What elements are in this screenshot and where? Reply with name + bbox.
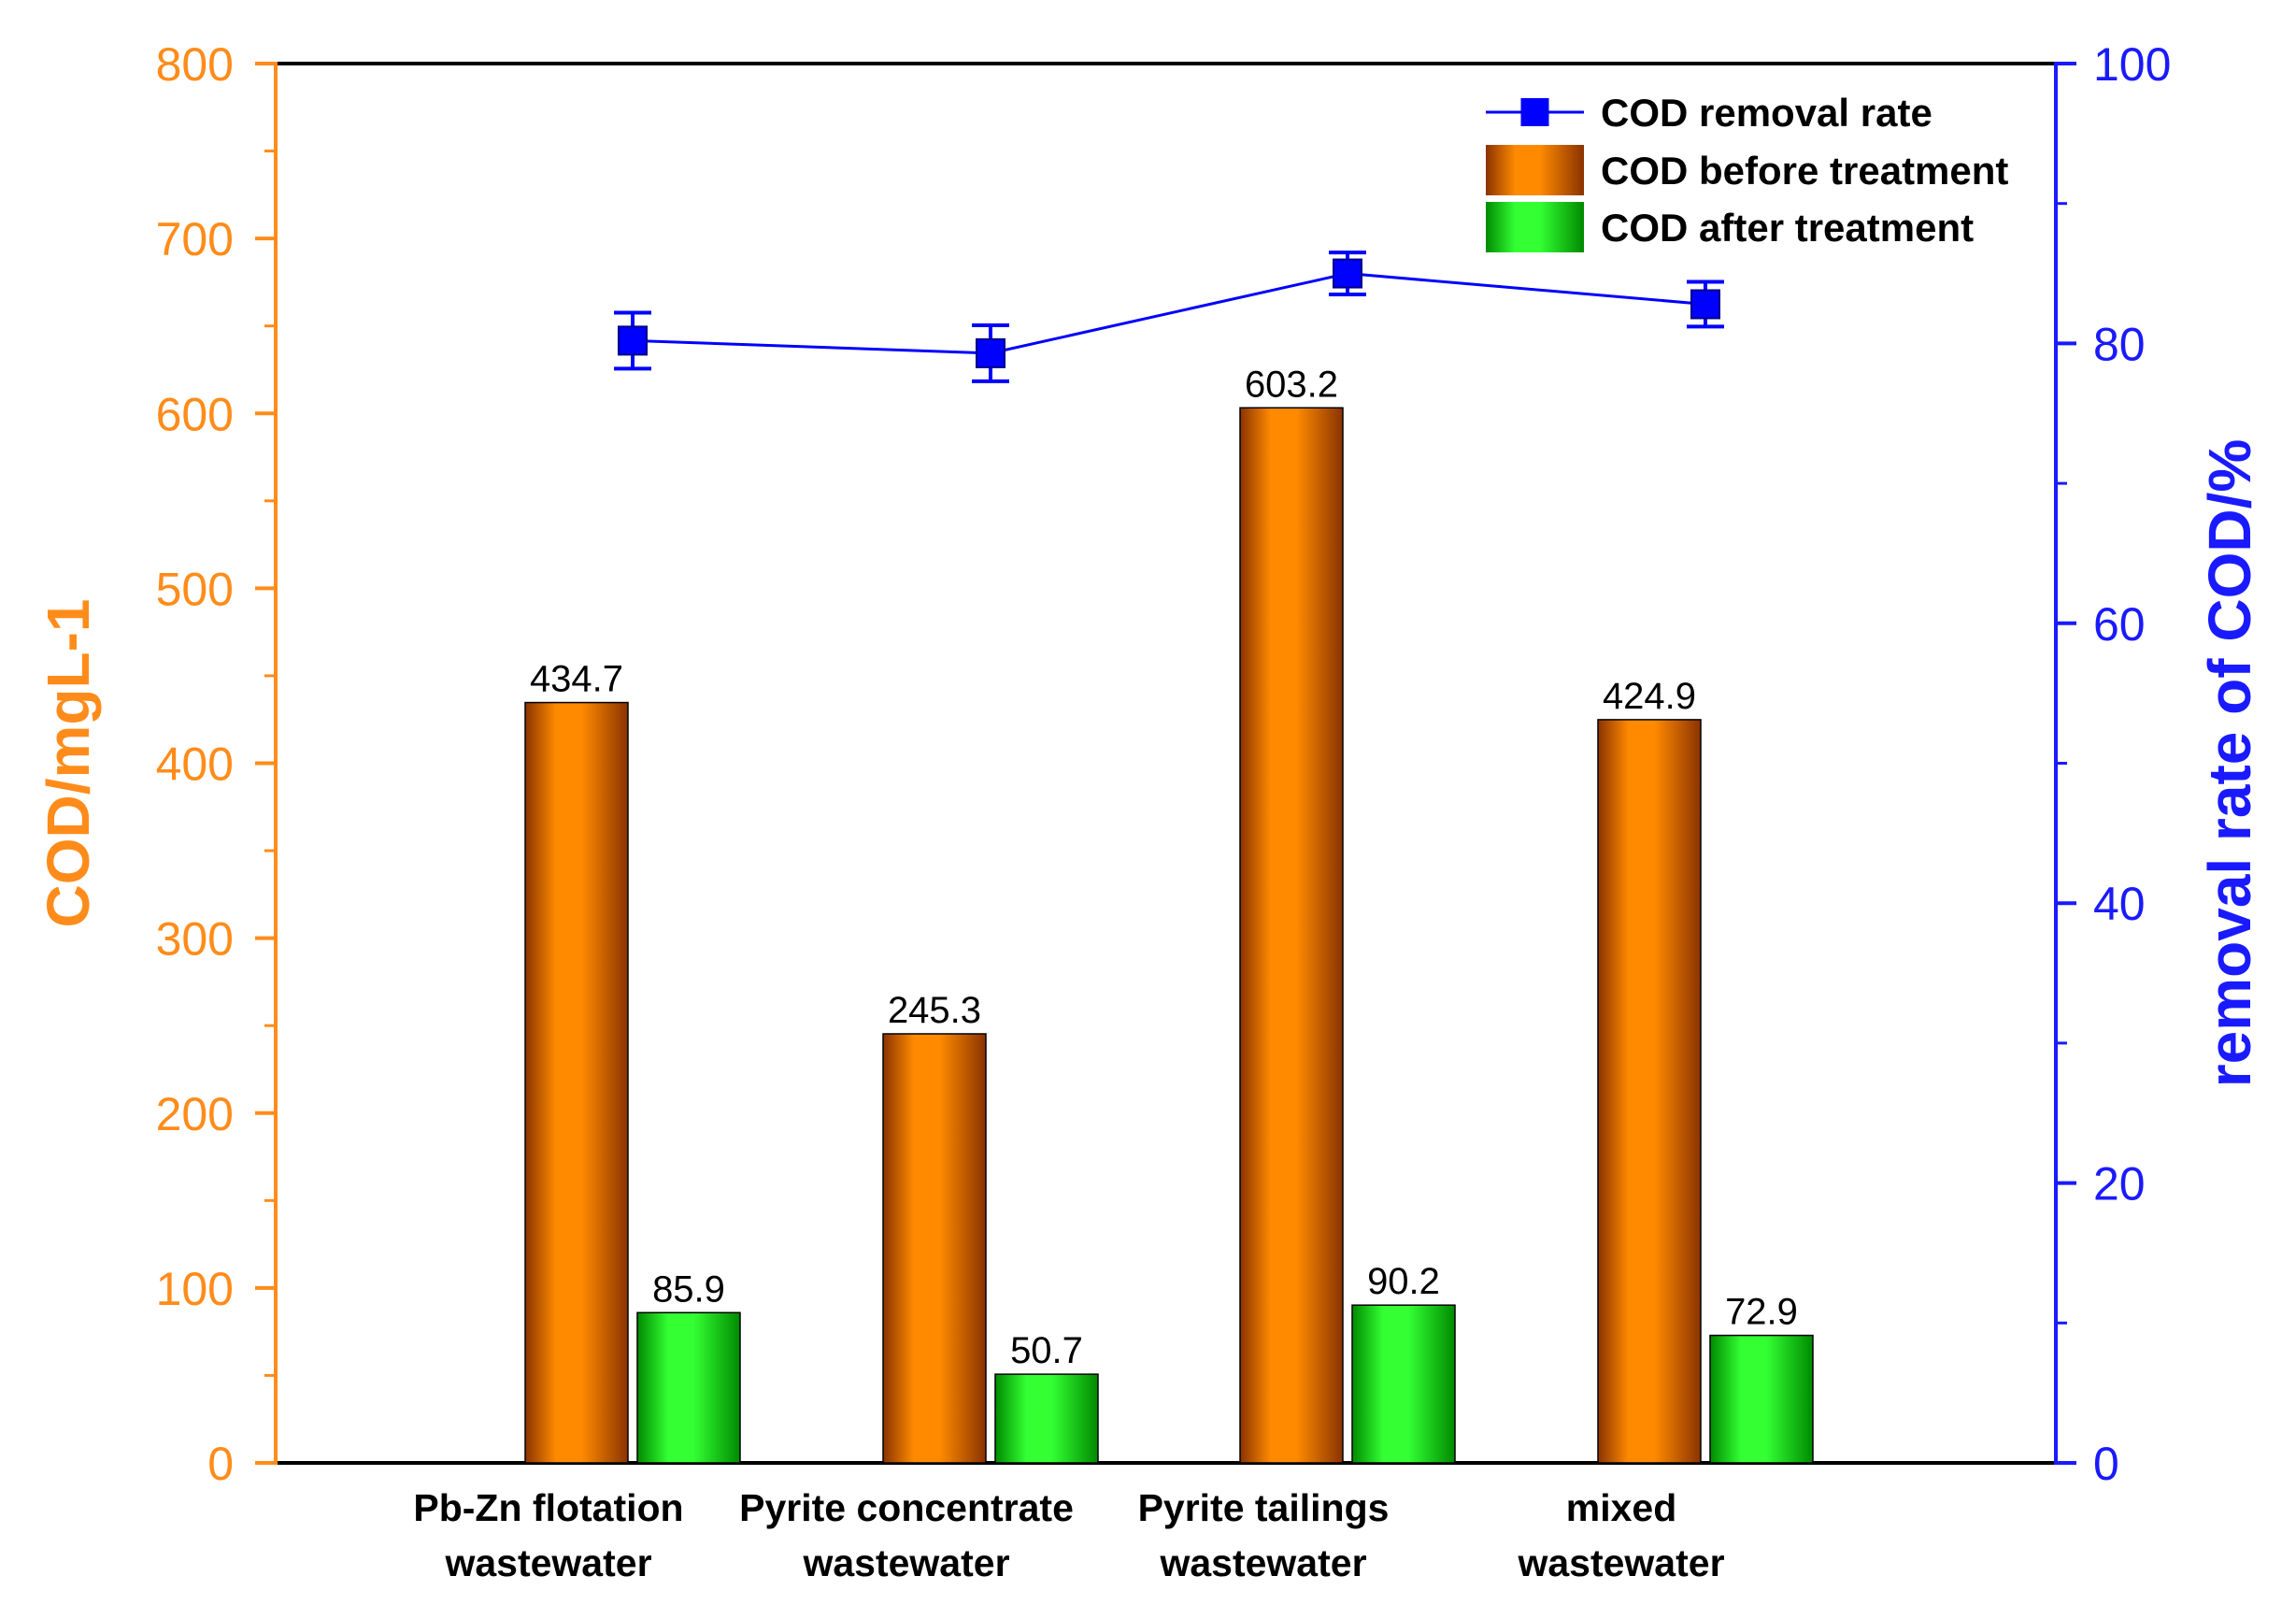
x-category-label: Pyrite concentrate [739, 1486, 1074, 1529]
x-category-label: mixed [1566, 1486, 1677, 1529]
data-label-cod-after: 72.9 [1725, 1292, 1798, 1333]
x-category-label: wastewater [802, 1541, 1009, 1584]
data-label-cod-before: 434.7 [530, 659, 623, 700]
bar-cod-after [1709, 1334, 1814, 1464]
legend-bar-swatch [1486, 145, 1584, 195]
left-tick-label: 700 [156, 213, 234, 265]
bar-cod-before [524, 701, 629, 1464]
legend-bar-swatch [1486, 202, 1584, 252]
data-label-cod-before: 603.2 [1245, 364, 1338, 405]
right-tick-label: 80 [2093, 318, 2146, 370]
left-tick-label: 800 [156, 38, 234, 91]
bar-cod-after [994, 1373, 1099, 1464]
legend-label: COD after treatment [1601, 206, 1974, 250]
bar-cod-after [1351, 1304, 1456, 1464]
data-label-cod-after: 50.7 [1010, 1330, 1083, 1371]
x-category-label: Pb-Zn flotation [413, 1486, 683, 1529]
x-category-label: wastewater [444, 1541, 651, 1584]
right-tick-label: 0 [2093, 1438, 2119, 1490]
right-tick-label: 100 [2093, 38, 2171, 91]
x-category-label: wastewater [1159, 1541, 1366, 1584]
left-tick-label: 500 [156, 563, 234, 615]
right-y-axis-title: removal rate of COD/% [2196, 439, 2263, 1088]
removal-rate-point [618, 325, 648, 356]
bar-cod-before [882, 1033, 987, 1464]
right-tick-label: 40 [2093, 878, 2146, 930]
removal-rate-line [632, 272, 1706, 355]
removal-rate-point [1690, 289, 1720, 320]
left-tick-label: 600 [156, 388, 234, 440]
left-y-axis-title: COD/mgL-1 [35, 599, 102, 928]
legend-marker-swatch [1520, 98, 1549, 126]
bar-cod-after [636, 1311, 741, 1464]
legend: COD removal rate COD before treatment COD … [1486, 91, 2008, 252]
x-category-label: Pyrite tailings [1138, 1486, 1390, 1529]
left-tick-label: 400 [156, 738, 234, 791]
left-tick-label: 300 [156, 913, 234, 966]
bar-cod-before [1239, 407, 1344, 1464]
data-label-cod-after: 90.2 [1367, 1261, 1440, 1302]
right-tick-label: 20 [2093, 1158, 2146, 1211]
data-label-cod-before: 245.3 [888, 990, 981, 1031]
left-tick-label: 0 [207, 1438, 234, 1490]
data-label-cod-before: 424.9 [1603, 676, 1696, 717]
removal-rate-point [1333, 258, 1362, 289]
removal-rate-point [976, 337, 1005, 368]
x-category-label: wastewater [1517, 1541, 1724, 1584]
removal-rate-line-layer [614, 251, 1724, 383]
bar-cod-before [1597, 719, 1702, 1464]
data-label-cod-after: 85.9 [652, 1268, 725, 1310]
legend-label: COD removal rate [1601, 91, 1932, 135]
right-tick-label: 60 [2093, 598, 2146, 651]
left-tick-label: 200 [156, 1088, 234, 1140]
bars-layer: 434.7 245.3 603.2 424.9 85.9 50.7 90.2 72.9 [524, 364, 1814, 1464]
legend-label: COD before treatment [1601, 149, 2008, 193]
left-tick-label: 100 [156, 1263, 234, 1315]
axes-layer: 0 100 200 300 400 500 600 700 800 0 20 40 60 80 100 COD… [35, 38, 2263, 1584]
